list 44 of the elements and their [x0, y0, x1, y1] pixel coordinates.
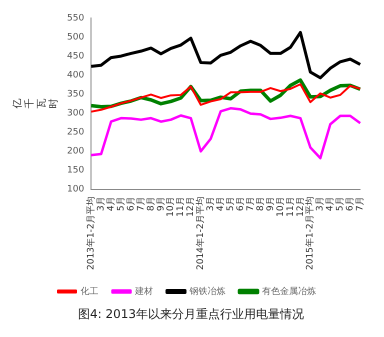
x-tick-label: 7月 — [356, 196, 366, 212]
y-tick-label: 250 — [66, 128, 84, 138]
y-tick-label: 550 — [66, 13, 84, 24]
x-tick-label: 6月 — [236, 196, 246, 212]
x-tick-label: 9月 — [266, 196, 276, 212]
x-tick-label: 11月 — [286, 196, 296, 217]
x-tick-label: 10月 — [276, 196, 286, 217]
x-tick-label: 4月 — [106, 196, 116, 212]
x-tick-label: 5月 — [336, 196, 346, 212]
legend-label: 化工 — [80, 286, 98, 297]
y-tick-label: 450 — [66, 51, 84, 62]
x-tick-label: 10月 — [166, 196, 176, 217]
x-tick-label: 9月 — [156, 196, 166, 212]
x-tick-label: 3月 — [96, 196, 106, 212]
x-tick-label: 3月 — [316, 196, 326, 212]
x-tick-label: 6月 — [346, 196, 356, 212]
legend-label: 钢铁冶炼 — [188, 286, 226, 297]
x-tick-label: 3月 — [206, 196, 216, 212]
y-tick-label: 300 — [66, 108, 84, 119]
x-tick-label: 12月 — [186, 196, 196, 217]
x-tick-label: 11月 — [176, 196, 186, 217]
x-tick-label: 7月 — [136, 196, 146, 212]
y-tick-label: 350 — [66, 90, 84, 100]
y-tick-label: 100 — [66, 184, 84, 195]
x-tick-label: 5月 — [116, 196, 126, 212]
x-tick-label: 4月 — [326, 196, 336, 212]
x-tick-label: 8月 — [146, 196, 156, 212]
x-tick-label: 2013年1-2月平均 — [86, 196, 97, 270]
y-tick-label: 500 — [66, 32, 84, 42]
text: 图4: 2013年以来分月重点行业用电量情况 — [76, 306, 306, 323]
x-tick-label: 2015年1-2月平均 — [304, 196, 316, 270]
y-tick-label: 400 — [66, 70, 84, 80]
x-tick-label: 12月 — [296, 196, 306, 217]
x-tick-label: 2014年1-2月平均 — [195, 196, 206, 270]
x-tick-label: 4月 — [216, 196, 226, 212]
x-tick-label: 8月 — [256, 196, 266, 212]
x-tick-label: 7月 — [246, 196, 256, 212]
legend-label: 有色金属冶炼 — [262, 286, 316, 297]
x-tick-label: 6月 — [126, 196, 136, 212]
y-tick-label: 200 — [66, 146, 84, 157]
x-tick-label: 5月 — [226, 196, 236, 212]
legend-label: 建材 — [134, 286, 153, 297]
y-tick-label: 150 — [66, 166, 84, 176]
y-axis-title: 亿千瓦时 — [12, 98, 60, 110]
